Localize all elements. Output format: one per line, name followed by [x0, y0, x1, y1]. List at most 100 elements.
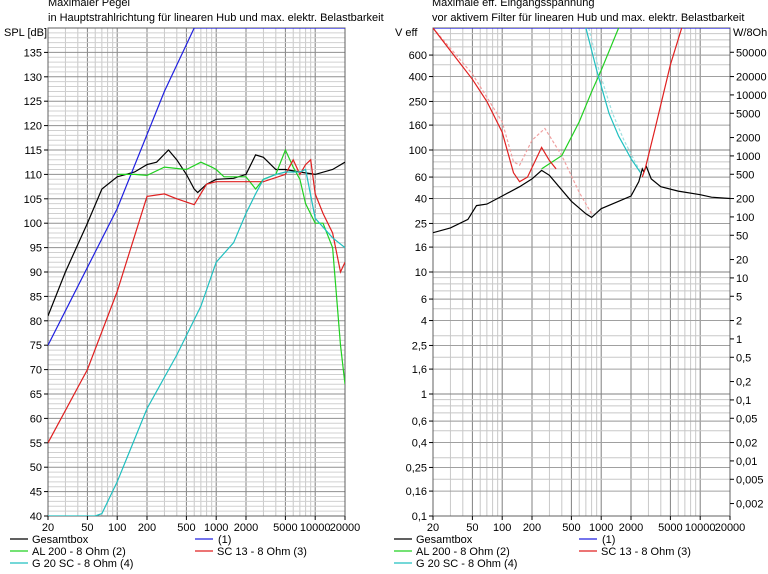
x-tick-label: 500 [562, 522, 580, 534]
y-tick-label: 160 [409, 120, 427, 132]
y-tick-label: 60 [30, 413, 42, 425]
y-tick-label: 600 [409, 50, 427, 62]
chart-subtitle: vor aktivem Filter für linearen Hub und … [432, 12, 744, 24]
legend: Gesamtbox (1) AL 200 - 8 Ohm (2) SC 13 - 8 … [10, 534, 307, 570]
y-tick-label: 400 [409, 72, 427, 84]
y-tick-label: 135 [24, 47, 42, 59]
grid [432, 28, 731, 517]
x-tick-label: 20 [427, 522, 439, 534]
y2-tick-label: 5 [736, 291, 742, 303]
y-tick-label: 130 [24, 72, 42, 84]
y-tick-label: 6 [421, 294, 427, 306]
y-tick-label: 0,4 [412, 438, 427, 450]
chart-title: Maximale eff. Eingangsspannung [432, 0, 594, 9]
y-tick-label: 95 [30, 243, 42, 255]
y2-tick-label: 200 [736, 194, 754, 206]
y2-tick-label: 0,5 [736, 352, 751, 364]
y-tick-label: 90 [30, 267, 42, 279]
x-tick-label: 20000 [330, 522, 361, 534]
legend-item: Gesamtbox [10, 534, 89, 546]
y2-tick-label: 2000 [736, 133, 760, 145]
y-tick-label: 50 [30, 462, 42, 474]
legend-label: SC 13 - 8 Ohm (3) [601, 546, 691, 558]
legend-label: AL 200 - 8 Ohm (2) [32, 546, 126, 558]
y2-tick-label: 20 [736, 255, 748, 267]
y-tick-label: 250 [409, 96, 427, 108]
voltage-chart: Maximale eff. Eingangsspannung vor aktive… [394, 0, 768, 570]
series-line-g-20-sc-8-ohm-4- [585, 28, 642, 174]
series-line-al-200-8-ohm-2- [541, 28, 620, 170]
series-line-sc-13-8-ohm-3-hf [641, 28, 683, 178]
y-tick-label: 0,1 [412, 511, 427, 523]
y2-tick-label: 500 [736, 169, 754, 181]
x-tick-label: 500 [177, 522, 195, 534]
legend-label: (1) [218, 534, 231, 546]
y-tick-label: 1 [421, 389, 427, 401]
y-tick-label: 0,16 [406, 486, 427, 498]
y-tick-label: 80 [30, 316, 42, 328]
legend-item: SC 13 - 8 Ohm (3) [579, 546, 691, 558]
y2-tick-label: 50 [736, 230, 748, 242]
legend-item: (1) [195, 534, 231, 546]
y2-tick-label: 0,02 [736, 438, 757, 450]
legend-item: SC 13 - 8 Ohm (3) [195, 546, 307, 558]
series-line-g-20-sc-8-ohm-4- [48, 168, 345, 516]
chart-title: Maximaler Pegel [48, 0, 130, 9]
y-tick-label: 10 [415, 267, 427, 279]
grid [47, 27, 346, 517]
series-line-gesamtbox [433, 164, 730, 234]
x-tick-label: 5000 [658, 522, 682, 534]
y2-tick-label: 0,005 [736, 474, 764, 486]
y-tick-label: 45 [30, 487, 42, 499]
x-tick-label: 1000 [589, 522, 613, 534]
legend-label: Gesamtbox [416, 534, 473, 546]
y-tick-label: 65 [30, 389, 42, 401]
y2-tick-label: 1000 [736, 151, 760, 163]
x-tick-label: 200 [523, 522, 541, 534]
series-line-gesamtbox [48, 149, 345, 317]
y-tick-label: 40 [415, 194, 427, 206]
series-line--1- [48, 28, 345, 346]
y-tick-label: 75 [30, 340, 42, 352]
series-line-g-20-sc-dashed [588, 28, 643, 176]
legend: Gesamtbox (1) AL 200 - 8 Ohm (2) SC 13 - 8 … [394, 534, 691, 570]
y-tick-label: 100 [24, 218, 42, 230]
series-group [433, 28, 730, 234]
y2-tick-label: 0,05 [736, 413, 757, 425]
y-tick-label: 55 [30, 438, 42, 450]
legend-item: Gesamtbox [394, 534, 473, 546]
y-tick-label: 40 [30, 511, 42, 523]
chart-subtitle: in Hauptstrahlrichtung für linearen Hub … [48, 12, 384, 24]
y2-tick-label: 2 [736, 316, 742, 328]
x-tick-label: 2000 [619, 522, 643, 534]
y2-tick-label: 0,1 [736, 395, 751, 407]
legend-item: G 20 SC - 8 Ohm (4) [10, 558, 133, 570]
y-tick-label: 4 [421, 316, 427, 328]
y2-tick-label: 5000 [736, 108, 760, 120]
legend-label: G 20 SC - 8 Ohm (4) [32, 558, 133, 570]
x-tick-label: 50 [81, 522, 93, 534]
x-tick-label: 100 [108, 522, 126, 534]
spl-chart: Maximaler Pegel in Hauptstrahlrichtung fü… [4, 0, 384, 570]
x-tick-label: 20000 [715, 522, 746, 534]
y-tick-label: 0,25 [406, 462, 427, 474]
legend-item: AL 200 - 8 Ohm (2) [394, 546, 510, 558]
y-tick-label: 1,6 [412, 364, 427, 376]
legend-label: SC 13 - 8 Ohm (3) [217, 546, 307, 558]
y2-tick-label: 100 [736, 212, 754, 224]
legend-item: G 20 SC - 8 Ohm (4) [394, 558, 517, 570]
y-tick-label: 115 [24, 145, 42, 157]
legend-label: G 20 SC - 8 Ohm (4) [416, 558, 517, 570]
y-tick-label: 125 [24, 96, 42, 108]
y-axis-label: SPL [dB] [4, 27, 47, 39]
x-tick-label: 2000 [234, 522, 258, 534]
y2-tick-label: 20000 [736, 72, 767, 84]
y-tick-label: 0,6 [412, 416, 427, 428]
x-tick-label: 5000 [273, 522, 297, 534]
legend-item: AL 200 - 8 Ohm (2) [10, 546, 126, 558]
y-tick-label: 110 [24, 169, 42, 181]
legend-label: Gesamtbox [32, 534, 89, 546]
legend-label: AL 200 - 8 Ohm (2) [416, 546, 510, 558]
